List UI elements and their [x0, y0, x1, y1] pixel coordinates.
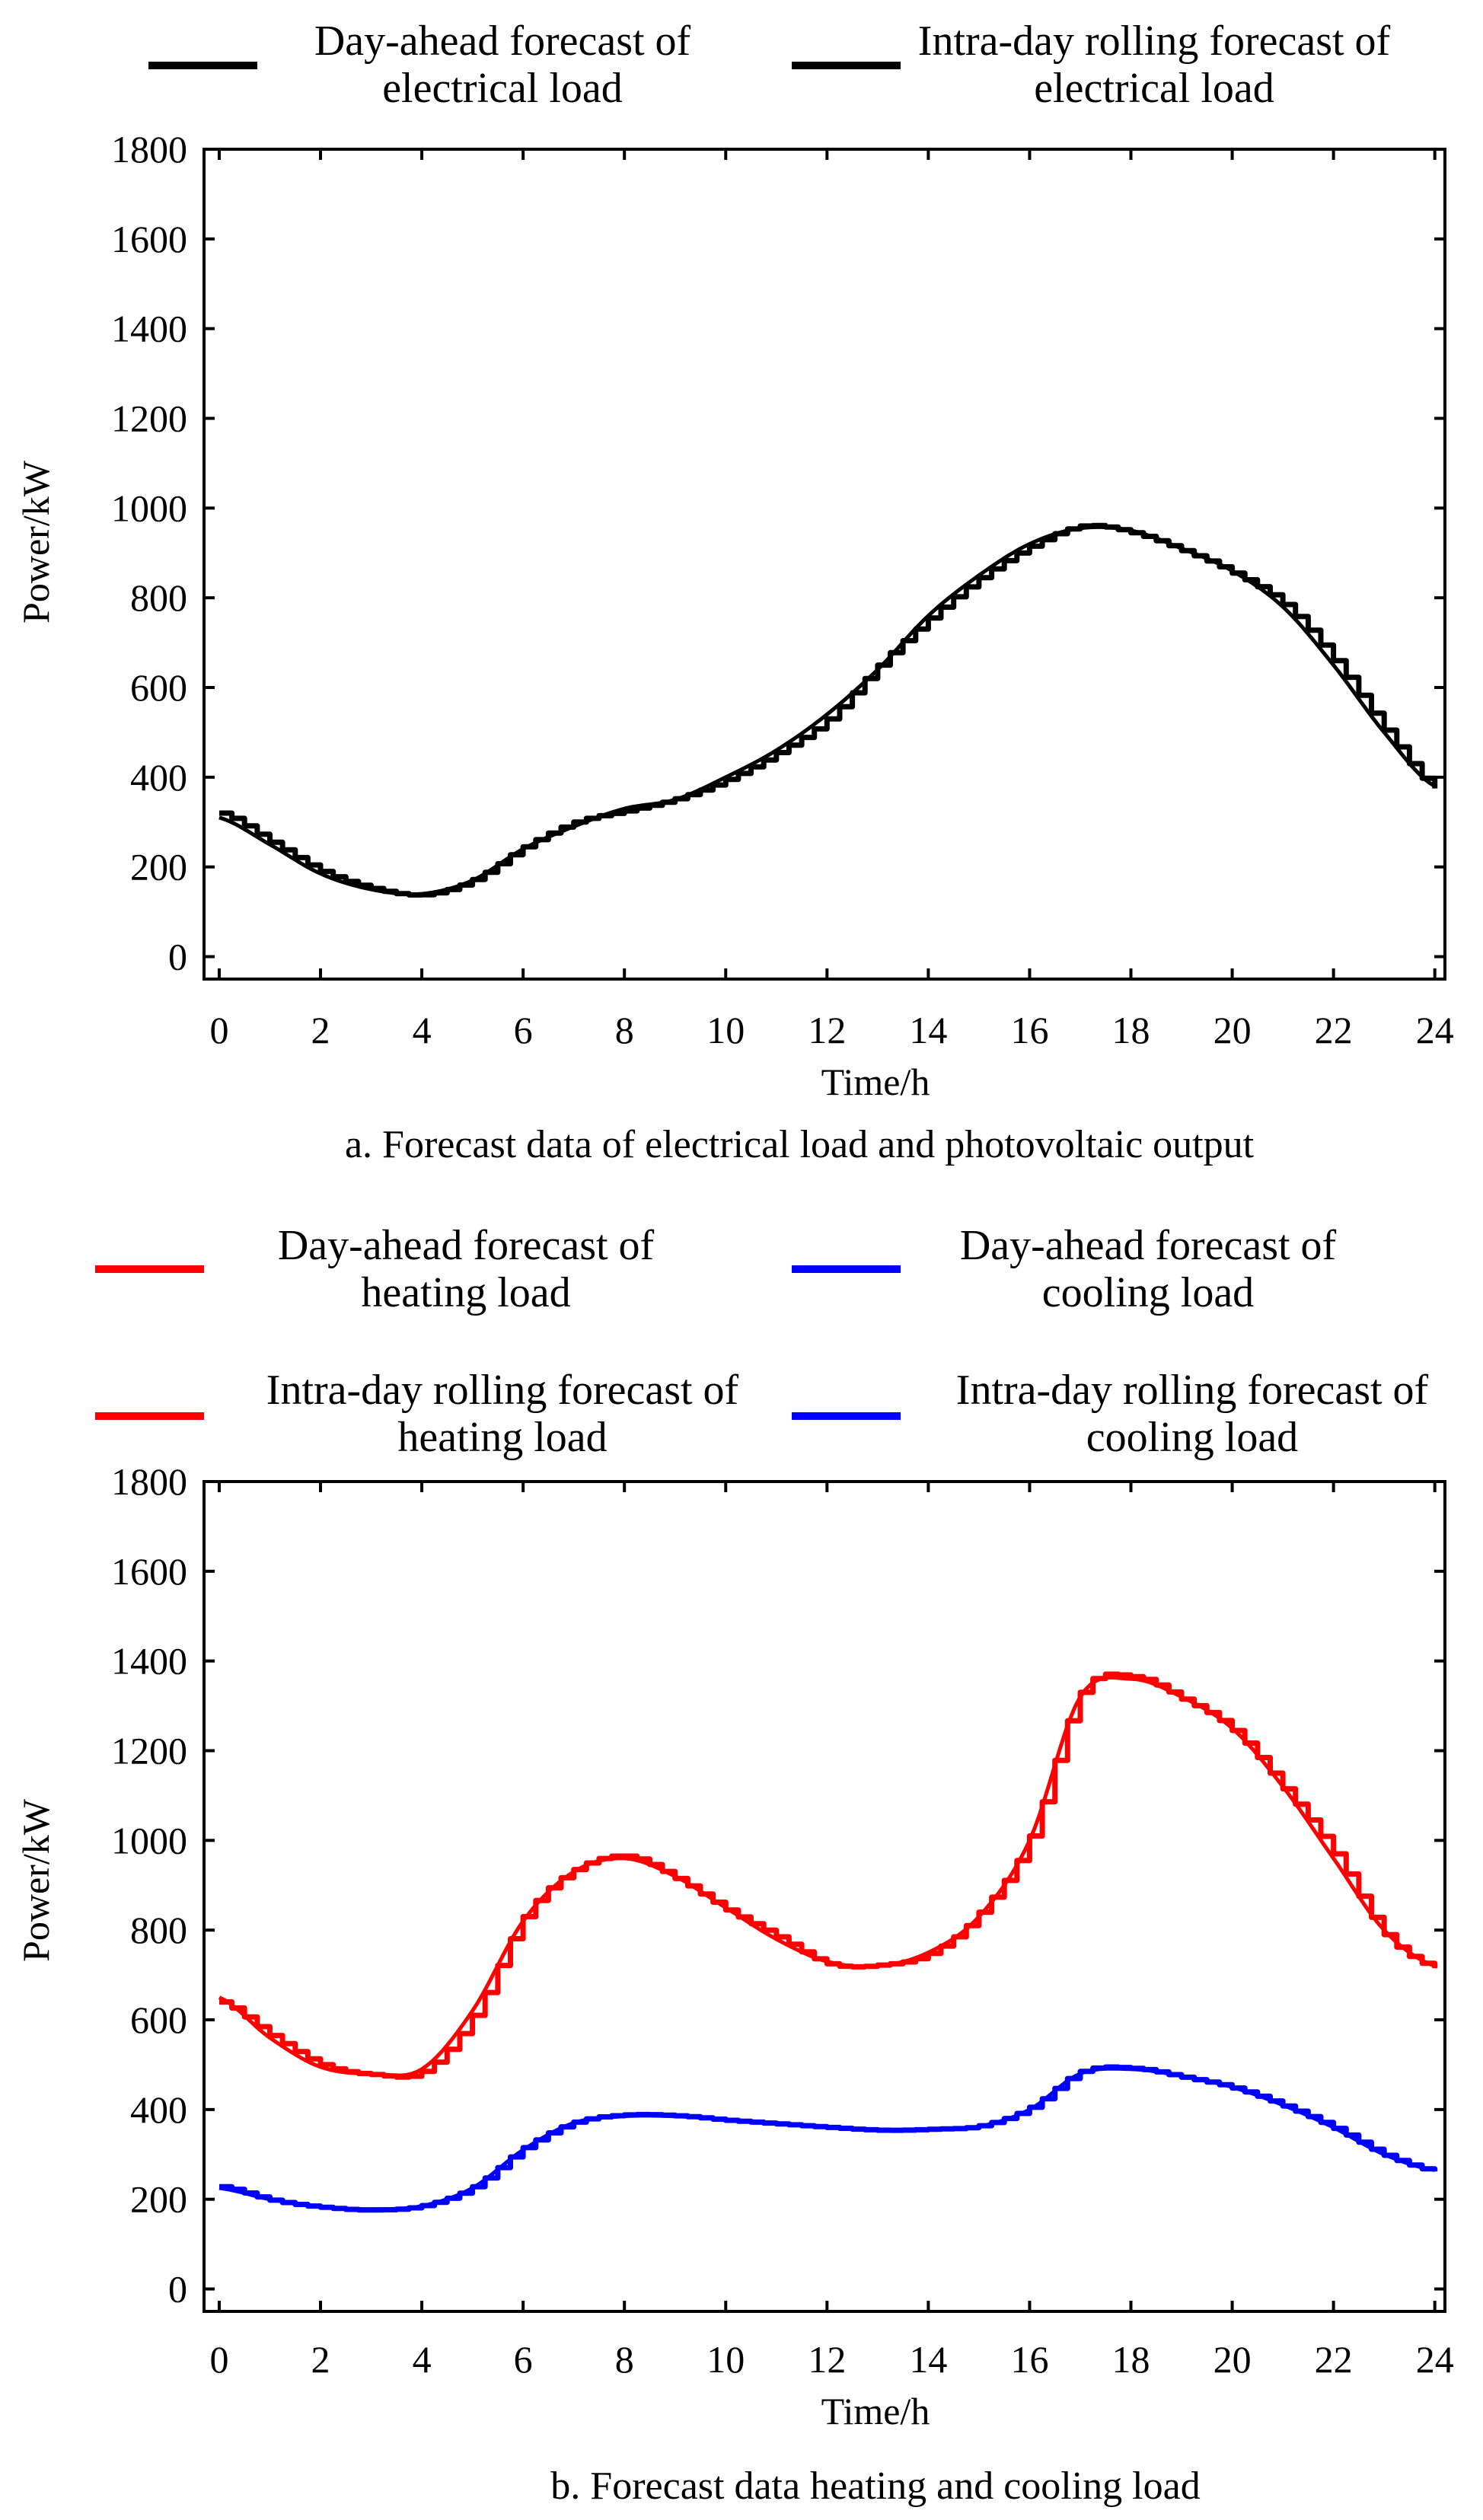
y-tick-label: 200: [130, 2178, 187, 2221]
legend-entry-intra-day-cooling: Intra-day rolling forecast of cooling lo…: [792, 1367, 1429, 1461]
x-tick-label: 22: [1315, 2338, 1353, 2381]
panel-b-plot-frame: [203, 1480, 1446, 2313]
y-tick-label: 0: [168, 2268, 187, 2311]
x-tick-label: 16: [1010, 1009, 1048, 1051]
x-tick-label: 22: [1315, 1009, 1353, 1051]
x-tick-label: 24: [1416, 2338, 1454, 2381]
legend-label-intra-day-heating-line2: heating load: [397, 1414, 607, 1461]
y-tick-label: 400: [130, 756, 187, 799]
x-tick-label: 16: [1010, 2338, 1048, 2381]
y-tick-label: 1600: [111, 218, 187, 260]
y-tick-label: 400: [130, 2088, 187, 2131]
x-tick-label: 6: [514, 2338, 533, 2381]
panel-b-x-axis: 0 2 4 6 8 10 12 14 16 18 20 22 24: [209, 1482, 1454, 2381]
x-tick-label: 18: [1112, 1009, 1150, 1051]
y-tick-label: 1800: [111, 128, 187, 171]
legend-label-day-ahead-heating-line2: heating load: [361, 1269, 570, 1316]
legend-label-intra-day-electrical-line1: Intra-day rolling forecast of: [918, 18, 1391, 65]
x-tick-label: 8: [615, 1009, 634, 1051]
legend-entry-day-ahead-heating: Day-ahead forecast of heating load: [95, 1222, 655, 1316]
legend-label-intra-day-cooling-line1: Intra-day rolling forecast of: [956, 1367, 1429, 1414]
x-tick-label: 10: [706, 2338, 745, 2381]
legend-label-day-ahead-electrical-line2: electrical load: [382, 65, 623, 112]
y-tick-label: 800: [130, 1909, 187, 1951]
panel-a-x-axis-title: Time/h: [821, 1061, 930, 1103]
x-tick-label: 6: [514, 1009, 533, 1051]
legend-label-intra-day-heating-line1: Intra-day rolling forecast of: [266, 1367, 739, 1414]
y-tick-label: 200: [130, 846, 187, 888]
y-tick-label: 1400: [111, 1640, 187, 1683]
x-tick-label: 12: [808, 1009, 846, 1051]
x-tick-label: 10: [706, 1009, 745, 1051]
panel-a-y-axis: 0 200 400 600 800 1000 1200 1400 1600 1800: [111, 128, 1445, 978]
panel-a-electrical-load: Day-ahead forecast of electrical load In…: [14, 18, 1454, 1166]
series-line-intra-day-rolling-forecast-of-electrical-load: [219, 522, 1438, 898]
x-tick-label: 24: [1416, 1009, 1454, 1051]
legend-label-day-ahead-electrical-line1: Day-ahead forecast of: [314, 18, 691, 65]
x-tick-label: 20: [1214, 2338, 1252, 2381]
legend-entry-day-ahead-electrical: Day-ahead forecast of electrical load: [148, 18, 691, 112]
legend-label-day-ahead-cooling-line2: cooling load: [1042, 1269, 1254, 1316]
y-tick-label: 1800: [111, 1460, 187, 1503]
x-tick-label: 0: [209, 2338, 228, 2381]
y-tick-label: 800: [130, 576, 187, 619]
y-tick-label: 1000: [111, 486, 187, 529]
y-tick-label: 600: [130, 1998, 187, 2041]
x-tick-label: 2: [311, 2338, 330, 2381]
x-tick-label: 14: [909, 1009, 947, 1051]
panel-a-plot-frame: [203, 148, 1446, 981]
y-tick-label: 1400: [111, 308, 187, 350]
panel-b-y-axis-title: Power/kW: [14, 1798, 57, 1962]
series-line-intra-day-rolling-forecast-of-heating-load: [219, 1671, 1438, 2080]
x-tick-label: 4: [413, 1009, 432, 1051]
panel-b-caption: b. Forecast data heating and cooling loa…: [550, 2464, 1200, 2508]
x-tick-label: 14: [909, 2338, 947, 2381]
y-tick-label: 1200: [111, 1730, 187, 1772]
legend-label-day-ahead-heating-line1: Day-ahead forecast of: [278, 1222, 655, 1269]
series-line-day-ahead-forecast-of-heating-load: [218, 1675, 1436, 2078]
panel-b-series: [218, 1671, 1438, 2213]
y-tick-label: 1200: [111, 397, 187, 440]
panel-a-x-axis: 0 2 4 6 8 10 12 14 16 18 20 22 24: [209, 149, 1454, 1051]
legend-label-intra-day-cooling-line2: cooling load: [1086, 1414, 1298, 1461]
panel-b-y-axis: 0 200 400 600 800 1000 1200 1400 1600 1800: [111, 1460, 1445, 2311]
panel-a-caption: a. Forecast data of electrical load and …: [345, 1123, 1255, 1166]
legend-entry-intra-day-electrical: Intra-day rolling forecast of electrical…: [792, 18, 1391, 112]
y-tick-label: 1600: [111, 1550, 187, 1593]
y-tick-label: 600: [130, 666, 187, 709]
panel-b-x-axis-title: Time/h: [821, 2390, 930, 2432]
x-tick-label: 18: [1112, 2338, 1150, 2381]
legend-entry-day-ahead-cooling: Day-ahead forecast of cooling load: [792, 1222, 1337, 1316]
x-tick-label: 12: [808, 2338, 846, 2381]
x-tick-label: 20: [1214, 1009, 1252, 1051]
x-tick-label: 8: [615, 2338, 634, 2381]
panel-b-legend: Day-ahead forecast of heating load Day-a…: [95, 1222, 1429, 1461]
panel-a-series: [218, 522, 1438, 898]
legend-label-day-ahead-cooling-line1: Day-ahead forecast of: [960, 1222, 1337, 1269]
panel-a-y-axis-title: Power/kW: [14, 460, 57, 624]
x-tick-label: 0: [209, 1009, 228, 1051]
y-tick-label: 1000: [111, 1819, 187, 1861]
legend-entry-intra-day-heating: Intra-day rolling forecast of heating lo…: [95, 1367, 739, 1461]
panel-a-legend: Day-ahead forecast of electrical load In…: [148, 18, 1391, 112]
panel-b-heating-cooling-load: Day-ahead forecast of heating load Day-a…: [14, 1222, 1454, 2508]
x-tick-label: 4: [413, 2338, 432, 2381]
series-line-intra-day-rolling-forecast-of-cooling-load: [219, 2064, 1438, 2213]
legend-label-intra-day-electrical-line2: electrical load: [1034, 65, 1274, 112]
y-tick-label: 0: [168, 936, 187, 978]
x-tick-label: 2: [311, 1009, 330, 1051]
